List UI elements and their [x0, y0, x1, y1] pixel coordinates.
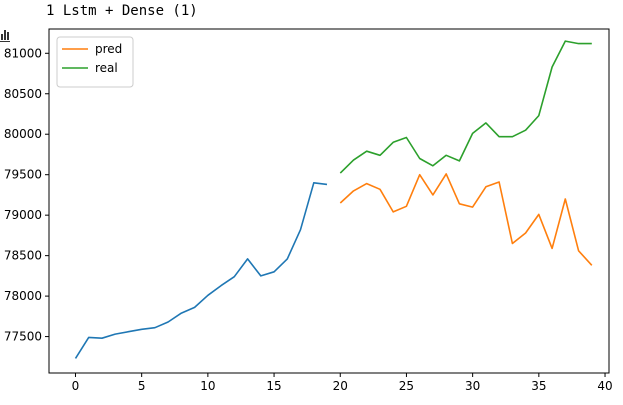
ticks-layer: 0 5 10 15 20 25 30 35 40 77500 78000 78500 79000 7950…: [4, 46, 613, 393]
y-tick-label: 80500: [4, 87, 42, 101]
series-line-real: [339, 40, 592, 174]
axes-frame: [48, 28, 610, 374]
x-tick-label: 35: [531, 379, 546, 393]
cell-heading: 1 Lstm + Dense (1): [46, 3, 198, 19]
x-tick-label: 40: [597, 379, 612, 393]
legend-label-real: real: [95, 61, 118, 75]
y-tick-label: 77500: [4, 330, 42, 344]
x-tick-label: 5: [138, 379, 146, 393]
x-tick-label: 25: [399, 379, 414, 393]
series-line-history: [74, 182, 328, 359]
y-tick-label: 78000: [4, 289, 42, 303]
y-tick-label: 79500: [4, 168, 42, 182]
y-tick-label: 81000: [4, 46, 42, 60]
series-layer: [74, 40, 593, 359]
series-line-pred: [339, 173, 593, 266]
y-tick-label: 80000: [4, 127, 42, 141]
y-tick-label: 79000: [4, 208, 42, 222]
x-tick-label: 20: [333, 379, 348, 393]
x-tick-label: 10: [200, 379, 215, 393]
x-tick-label: 30: [465, 379, 480, 393]
chart-bar-icon: [0, 28, 10, 42]
legend-label-pred: pred: [95, 42, 122, 56]
x-tick-label: 0: [72, 379, 80, 393]
x-tick-label: 15: [266, 379, 281, 393]
legend: pred real: [56, 36, 134, 88]
y-tick-label: 78500: [4, 249, 42, 263]
